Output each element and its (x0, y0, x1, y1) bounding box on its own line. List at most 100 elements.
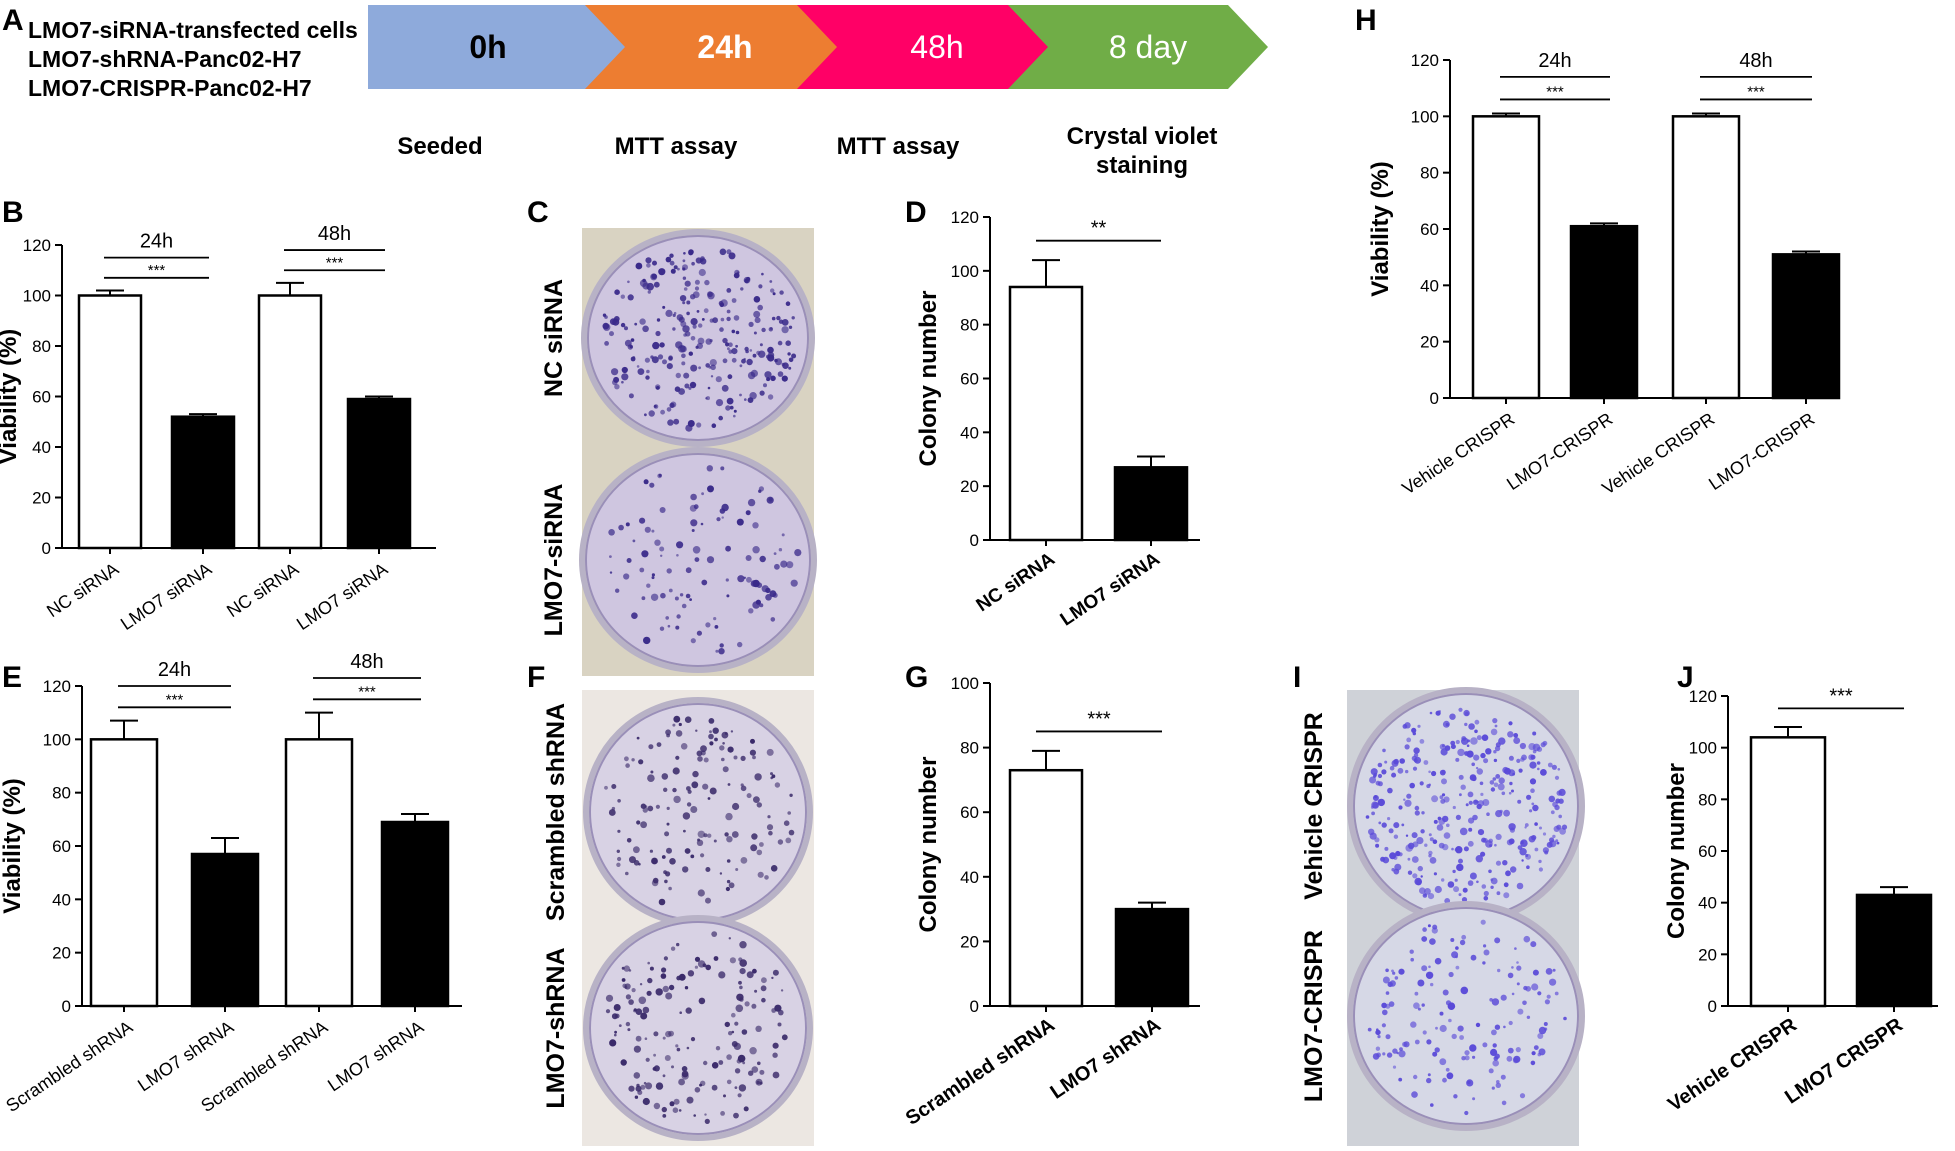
colony-dot (788, 357, 794, 363)
colony-dot (691, 781, 699, 789)
colony-dot (1537, 1033, 1544, 1039)
colony-dot (682, 259, 686, 263)
colony-dot (682, 276, 687, 280)
colony-dot (741, 1029, 748, 1035)
colony-dot (726, 1079, 732, 1085)
photo-row-label: NC siRNA (540, 279, 568, 397)
colony-dot (651, 879, 659, 887)
colony-dot (1439, 1024, 1447, 1033)
colony-dot (726, 249, 732, 255)
panel-letter-b: B (2, 196, 24, 229)
colony-dot (640, 1012, 648, 1020)
colony-dot (661, 1106, 667, 1113)
colony-dot (1449, 713, 1456, 720)
colony-dot (774, 563, 780, 570)
colony-dot (1491, 1029, 1497, 1036)
colony-dot (1367, 1027, 1372, 1032)
colony-dot (1441, 793, 1446, 797)
colony-dot (683, 333, 687, 337)
colony-dot (1467, 880, 1474, 886)
colony-dot (740, 785, 747, 792)
colony-dot (1496, 891, 1501, 896)
colony-dot (1513, 1055, 1521, 1063)
colony-dot (1474, 729, 1478, 734)
colony-dot (1482, 1042, 1488, 1048)
colony-dot (1398, 1077, 1403, 1082)
colony-dot (1488, 869, 1492, 874)
colony-dot (633, 1045, 642, 1053)
colony-dot (727, 783, 731, 786)
colony-dot (1429, 857, 1437, 864)
panel-letter-h: H (1355, 4, 1377, 37)
colony-dot (1443, 832, 1451, 839)
colony-dot (1480, 752, 1486, 759)
colony-dot (676, 541, 684, 549)
colony-dot (750, 369, 759, 377)
colony-dot (770, 772, 773, 776)
colony-dot (1516, 982, 1520, 986)
x-tick-label: Vehicle CRISPR (1598, 409, 1718, 499)
y-tick-label: 120 (1689, 687, 1717, 706)
colony-dot (736, 518, 744, 526)
culture-dish (589, 703, 807, 921)
colony-dot (697, 838, 701, 842)
colony-dot (731, 298, 737, 303)
colony-dot (715, 376, 722, 383)
colony-dot (644, 357, 651, 363)
colony-dot (1429, 837, 1434, 842)
colony-dot (611, 806, 616, 811)
colony-dot (1495, 1082, 1502, 1089)
colony-dot (692, 324, 697, 329)
colony-dot (1407, 870, 1413, 875)
photo-row-label: LMO7-shRNA (542, 947, 570, 1108)
colony-dot (1549, 840, 1557, 848)
colony-dot (1544, 850, 1549, 855)
colony-dot (666, 806, 670, 811)
colony-dot (1483, 758, 1489, 764)
group-label: 24h (1538, 50, 1571, 72)
colony-dot (1552, 834, 1556, 839)
colony-dot (1428, 783, 1431, 787)
colony-dot (713, 839, 717, 843)
colony-dot (1380, 856, 1386, 862)
colony-dot (1381, 1023, 1386, 1028)
colony-dot (713, 956, 719, 961)
y-axis-label: Colony number (915, 756, 942, 932)
colony-dot (672, 1107, 679, 1113)
colony-dot (707, 292, 715, 300)
colony-dot (1372, 802, 1379, 809)
colony-dot (1493, 758, 1498, 763)
y-tick-label: 20 (960, 477, 979, 496)
photo-row-label: Vehicle CRISPR (1300, 712, 1328, 900)
colony-dot (1436, 824, 1444, 831)
colony-dot (1491, 998, 1500, 1006)
colony-dot (1382, 748, 1386, 753)
colony-dot (1463, 846, 1469, 852)
colony-dot (675, 341, 683, 349)
colony-dot (1417, 1007, 1421, 1011)
colony-dot (1382, 976, 1390, 984)
significance-marker: *** (1747, 83, 1765, 100)
y-tick-label: 60 (32, 388, 51, 407)
colony-dot (608, 809, 616, 816)
colony-dot (727, 347, 730, 351)
colony-dot (780, 989, 784, 992)
colony-dot (1554, 775, 1560, 780)
colony-dot (655, 330, 661, 337)
colony-dot (1410, 1021, 1417, 1028)
colony-dot (1516, 758, 1521, 764)
colony-dot (676, 554, 679, 557)
y-tick-label: 100 (1689, 739, 1717, 758)
colony-dot (1394, 976, 1399, 980)
colony-dot (1445, 1000, 1452, 1006)
colony-dot (686, 786, 691, 791)
colony-dot (773, 552, 777, 555)
colony-dot (697, 756, 703, 762)
colony-dot (752, 353, 757, 358)
colony-dot (685, 593, 691, 599)
colony-dot (664, 831, 670, 837)
colony-dot (1467, 739, 1470, 743)
colony-dot (1378, 821, 1382, 825)
timeline-time-label: 48h (910, 29, 963, 65)
y-axis-label: Viability (%) (1367, 161, 1394, 297)
